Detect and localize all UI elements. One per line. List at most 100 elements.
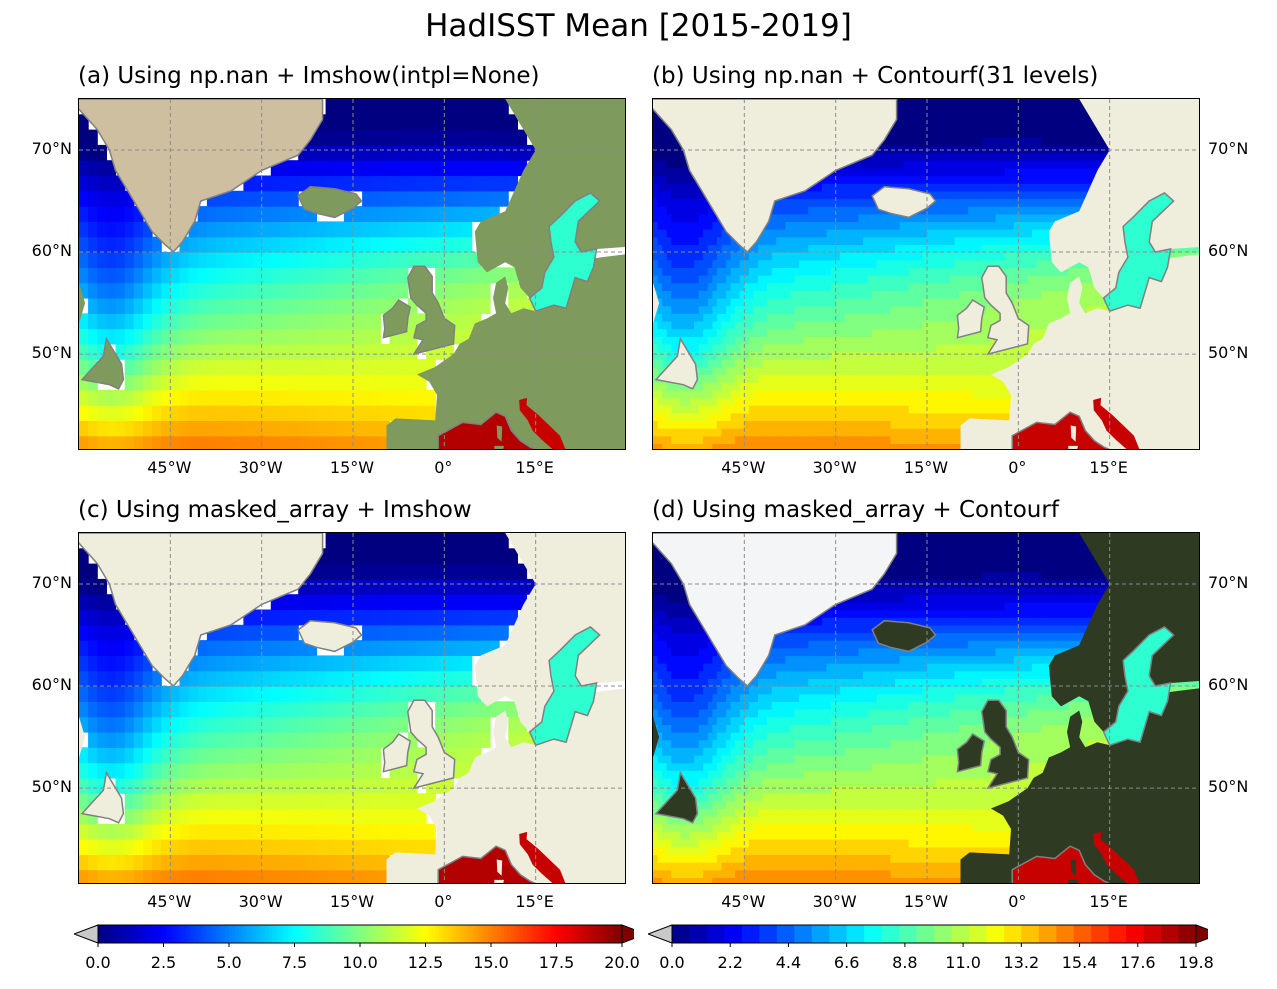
sst-level-cell [872,405,878,414]
sst-level-cell [671,252,677,261]
sst-level-cell [748,397,755,406]
sst-level-cell [876,420,882,429]
sst-level-cell [812,267,818,276]
sst-level-cell [867,198,873,207]
sst-level-cell [936,236,942,245]
sst-level-cell [849,389,855,399]
sst-cell [416,144,427,161]
sst-level-cell [949,305,955,314]
sst-level-cell [899,114,905,123]
sst-level-cell [908,343,914,353]
sst-level-cell [744,359,750,368]
sst-level-cell [653,144,659,154]
sst-level-cell [959,397,965,406]
sst-cell [133,267,144,284]
sst-level-cell [831,183,837,192]
sst-level-cell [876,366,882,376]
sst-cell [243,175,254,192]
sst-level-cell [1013,252,1019,261]
sst-level-cell [1022,160,1029,169]
sst-level-cell [812,221,818,230]
sst-level-cell [940,175,946,184]
sst-level-cell [945,190,951,200]
sst-level-cell [895,259,901,268]
sst-level-cell [995,389,1001,399]
sst-level-cell [666,359,672,368]
sst-level-cell [822,229,828,238]
sst-cell [279,313,290,330]
sst-level-cell [794,351,800,360]
sst-cell [243,420,254,437]
sst-level-cell [945,351,951,360]
sst-cell [508,267,518,284]
sst-level-cell [1036,290,1042,299]
sst-cell [316,405,327,421]
sst-level-cell [936,229,942,238]
sst-level-cell [1000,252,1006,261]
sst-level-cell [671,229,677,238]
sst-cell [197,221,208,238]
sst-level-cell [1000,114,1006,123]
sst-level-cell [812,213,818,223]
sst-level-cell [694,305,700,314]
sst-level-cell [949,366,955,376]
sst-level-cell [885,366,892,376]
sst-cell [234,252,244,268]
sst-level-cell [872,221,878,230]
sst-level-cell [949,382,955,391]
sst-level-cell [899,351,905,360]
sst-level-cell [972,290,978,299]
sst-level-cell [913,144,919,154]
sst-level-cell [776,351,782,360]
sst-level-cell [858,290,864,299]
sst-level-cell [881,282,887,291]
coastline [437,411,537,449]
sst-level-cell [726,397,732,406]
sst-level-cell [917,336,924,345]
sst-cell [316,328,327,345]
sst-level-cell [959,167,965,177]
sst-level-cell [790,275,796,284]
sst-level-cell [1054,298,1061,307]
sst-cell [261,282,272,299]
sst-level-cell [899,435,905,444]
sst-level-cell [803,397,809,406]
sst-cell [380,267,391,284]
sst-cell [307,221,317,238]
sst-level-cell [972,244,978,253]
sst-level-cell [895,267,901,276]
sst-level-cell [940,213,946,223]
sst-level-cell [831,290,837,299]
sst-level-cell [890,389,896,399]
sst-level-cell [689,320,695,330]
sst-level-cell [876,267,882,276]
sst-cell [161,389,171,406]
sst-level-cell [954,99,960,108]
sst-level-cell [790,305,796,314]
sst-level-cell [881,320,887,330]
sst-level-cell [767,435,773,444]
sst-level-cell [981,389,987,399]
sst-level-cell [945,183,951,192]
sst-level-cell [817,435,823,444]
sst-level-cell [904,99,910,108]
sst-level-cell [748,267,755,276]
sst-level-cell [981,359,987,368]
sst-level-cell [712,282,718,291]
sst-level-cell [698,282,704,291]
sst-level-cell [703,420,709,429]
sst-level-cell [858,305,864,314]
sst-level-cell [844,420,850,429]
sst-level-cell [863,236,869,245]
sst-level-cell [890,359,896,368]
sst-level-cell [808,252,814,261]
sst-level-cell [1018,213,1024,223]
sst-cell [115,343,126,360]
sst-level-cell [931,206,937,215]
sst-level-cell [895,221,901,230]
sst-level-cell [1013,99,1019,108]
sst-level-cell [908,305,914,314]
sst-level-cell [876,443,882,449]
sst-level-cell [931,351,937,360]
sst-level-cell [812,374,818,383]
